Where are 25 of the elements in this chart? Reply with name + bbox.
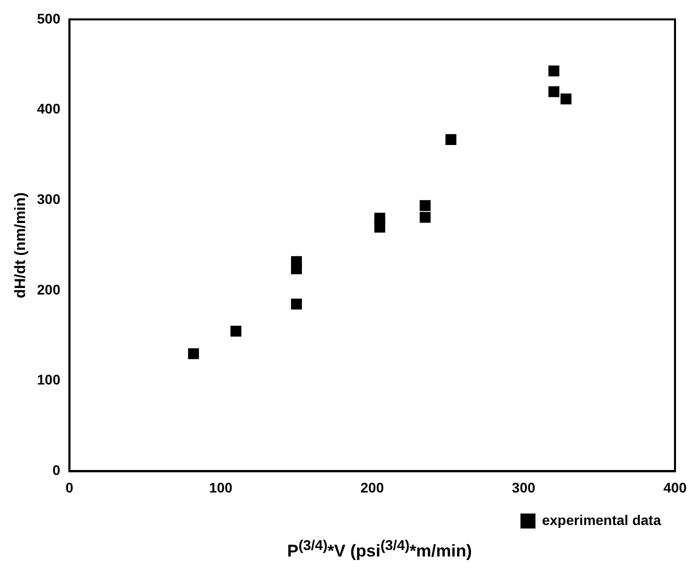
x-tick-label: 0 bbox=[65, 479, 74, 496]
y-tick-label: 0 bbox=[52, 462, 61, 478]
x-tick-label: 300 bbox=[512, 479, 536, 496]
y-tick-label: 100 bbox=[37, 372, 61, 388]
x-tick-label: 200 bbox=[360, 479, 384, 496]
x-tick-label: 100 bbox=[209, 479, 233, 496]
point bbox=[374, 212, 386, 224]
point bbox=[560, 93, 572, 104]
point bbox=[230, 326, 242, 337]
legend-label: experimental data bbox=[542, 512, 662, 528]
point bbox=[420, 212, 431, 223]
y-axis-title: dH/dt (nm/min) bbox=[12, 192, 30, 298]
y-tick-label: 300 bbox=[37, 190, 61, 207]
point bbox=[420, 200, 431, 211]
point bbox=[548, 86, 560, 98]
point bbox=[188, 348, 199, 360]
x-tick-label: 400 bbox=[663, 479, 687, 496]
point bbox=[445, 134, 456, 146]
point bbox=[548, 65, 560, 76]
point bbox=[291, 298, 302, 310]
y-tick-label: 500 bbox=[37, 10, 61, 26]
y-tick-label: 400 bbox=[37, 100, 61, 117]
y-tick-label: 200 bbox=[37, 281, 61, 298]
x-axis-title: P$^{(3/4)}$*V (psi$^{(3/4)}$*m/min) bbox=[286, 538, 473, 562]
point bbox=[291, 256, 302, 268]
